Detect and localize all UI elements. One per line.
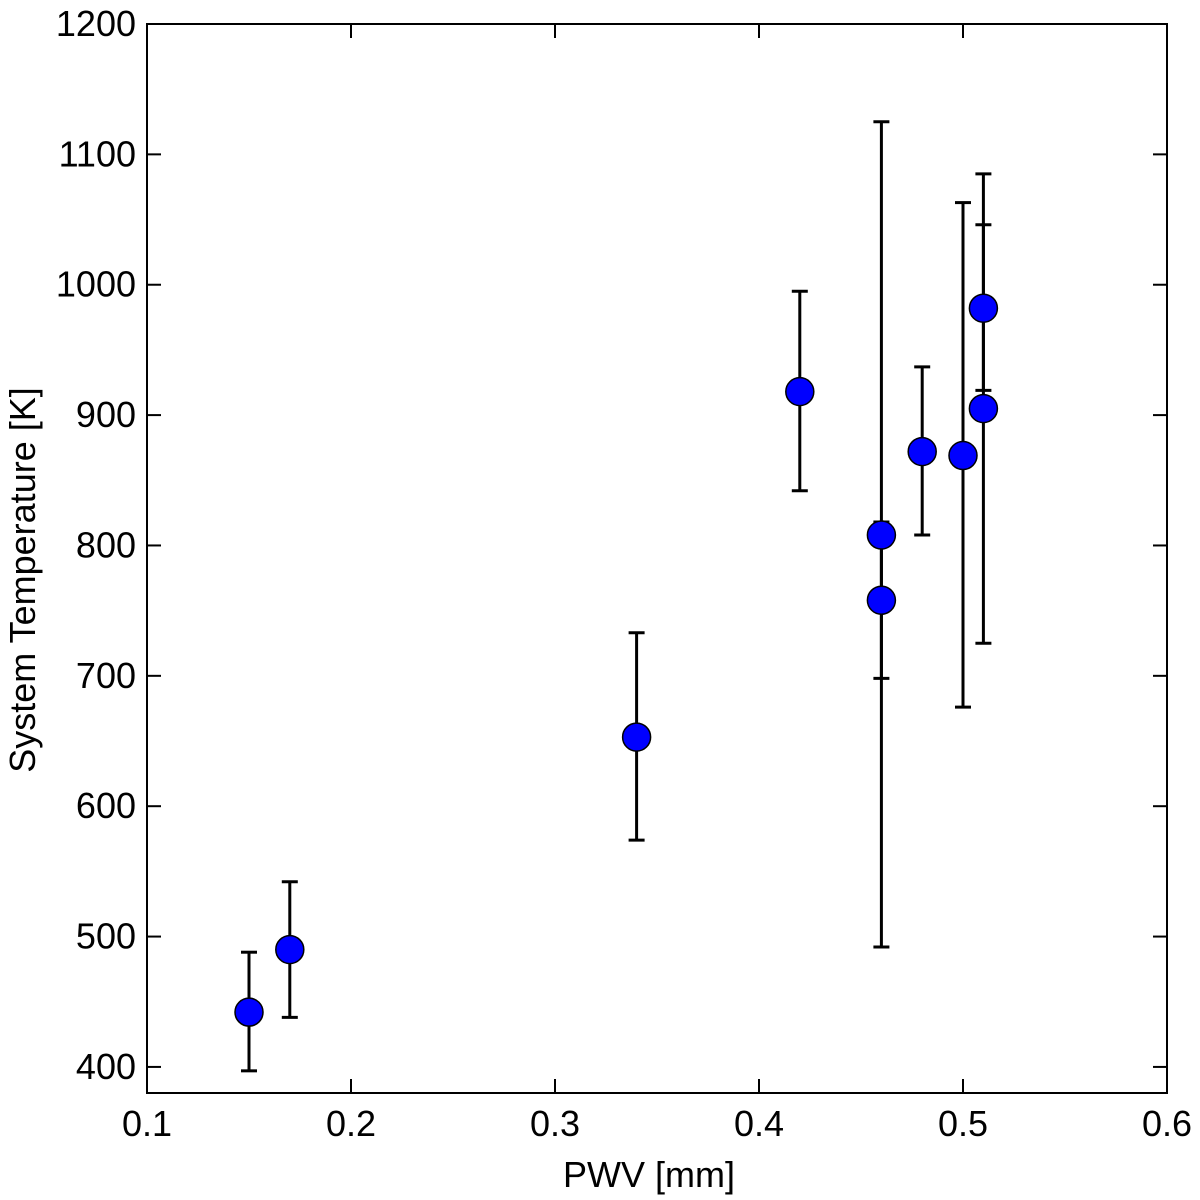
x-tick-label: 0.4 [734, 1103, 784, 1144]
tick-layer: 0.1 0.2 0.3 0.4 0.5 0.6 400 500 600 700 800 900 1000… [56, 3, 1192, 1144]
plot-frame-layer [146, 23, 1168, 1094]
x-tick-label: 0.5 [938, 1103, 988, 1144]
y-tick-label: 700 [76, 655, 136, 696]
y-tick-label: 1000 [56, 264, 136, 305]
data-point [968, 293, 999, 323]
point-layer [234, 293, 999, 1027]
x-tick-label: 0.3 [530, 1103, 580, 1144]
data-point [907, 436, 937, 467]
x-tick-label: 0.6 [1142, 1103, 1192, 1144]
x-tick-label: 0.2 [326, 1103, 376, 1144]
data-point [785, 376, 815, 407]
y-tick-label: 900 [76, 394, 136, 435]
y-tick-label: 800 [76, 524, 136, 565]
x-tick-label: 0.1 [122, 1103, 172, 1144]
y-tick-label: 600 [76, 785, 136, 826]
y-axis-title: System Temperature [K] [2, 387, 43, 773]
data-point [866, 520, 897, 550]
data-point [866, 585, 897, 615]
data-point [275, 934, 305, 965]
plot-frame [146, 23, 1168, 1094]
y-tick-label: 1100 [59, 133, 136, 174]
y-tick-label: 500 [76, 916, 136, 957]
data-point [234, 997, 264, 1027]
data-point [621, 722, 652, 752]
y-tick-label: 400 [76, 1046, 136, 1087]
data-point [948, 440, 978, 471]
y-tick-label: 1200 [56, 3, 136, 44]
data-point [968, 393, 999, 424]
x-axis-title: PWV [mm] [563, 1154, 735, 1195]
